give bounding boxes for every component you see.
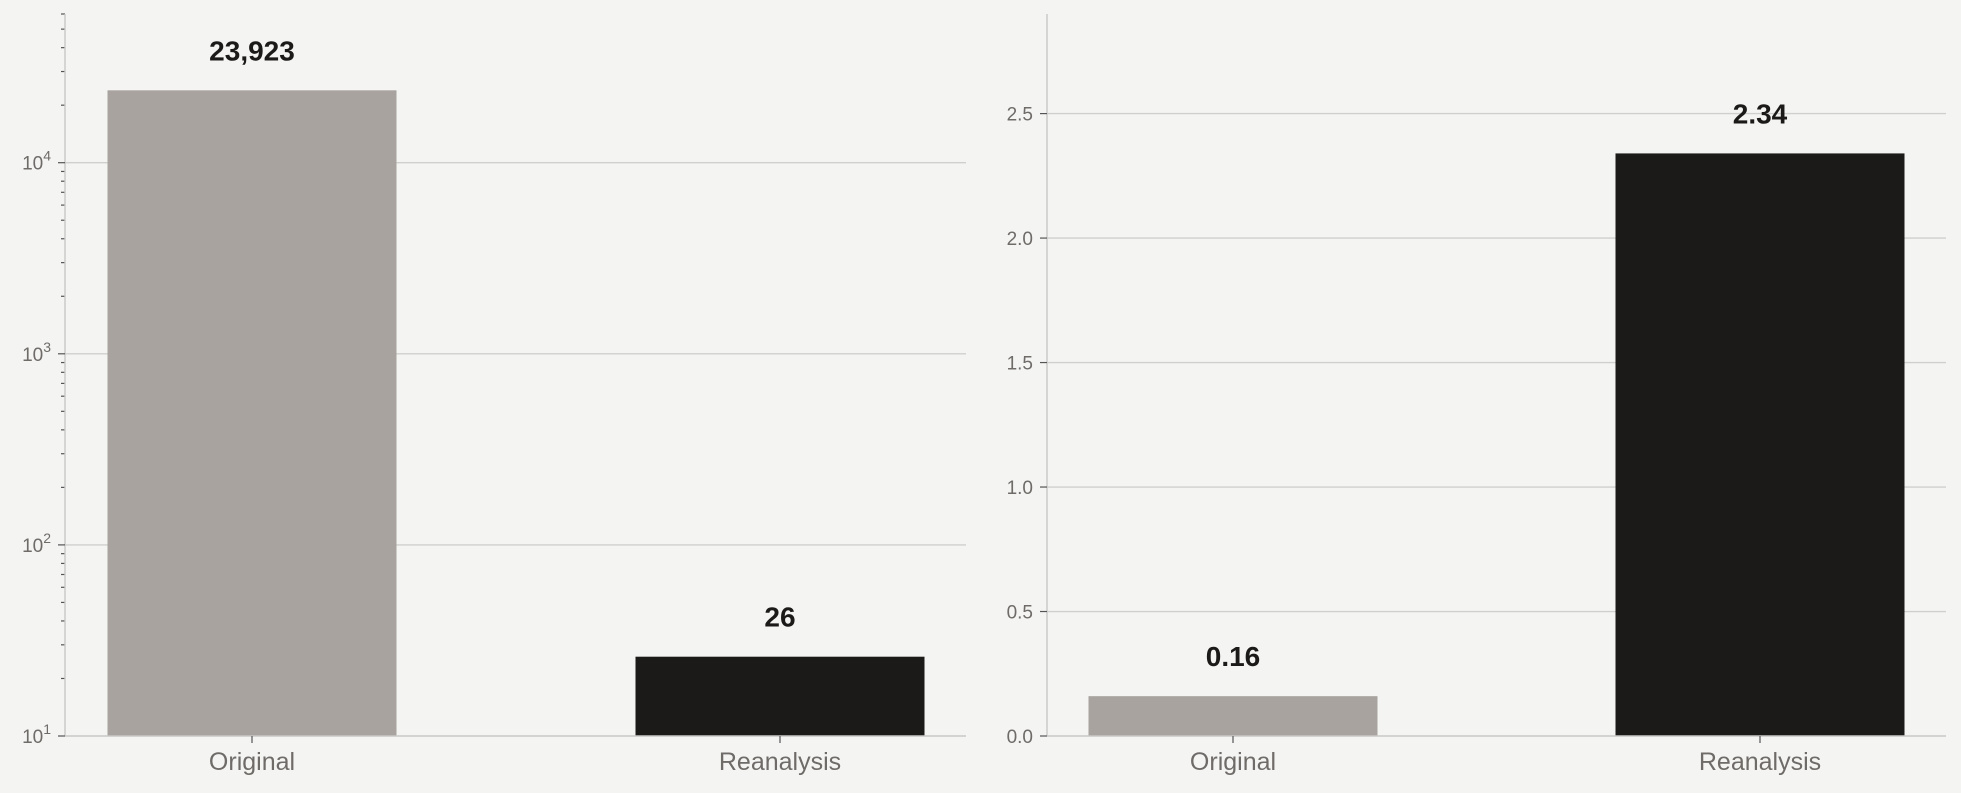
y-tick-base: 10 [22,727,43,748]
bar-original [107,90,397,736]
y-tick-label: 1.5 [1007,354,1033,375]
value-label: 0.16 [1206,641,1261,672]
value-label: 23,923 [209,35,295,66]
bar-reanalysis [635,656,925,736]
right-chart-panel: 0.16 2.34 0.0 0.5 1.0 1.5 2.0 2.5 Original Reanal… [1007,14,1946,776]
y-tick-base: 10 [22,536,43,557]
bar-reanalysis [1615,153,1905,737]
y-tick-label: 2.5 [1007,105,1033,126]
bar-original [1088,696,1378,736]
x-tick-label: Reanalysis [1699,748,1821,776]
y-tick-label: 103 [22,339,51,366]
y-tick-label: 1.0 [1007,478,1033,499]
y-tick-exponent: 3 [43,339,51,355]
value-label: 26 [764,602,795,633]
y-tick-exponent: 4 [43,148,51,164]
y-tick-base: 10 [22,154,43,175]
y-tick-label: 2.0 [1007,229,1033,250]
x-tick-label: Original [1190,748,1276,776]
y-tick-label: 104 [22,148,51,175]
value-label: 2.34 [1733,98,1788,129]
y-tick-label: 0.5 [1007,603,1033,624]
y-tick-exponent: 1 [43,721,51,737]
x-tick-label: Original [209,748,295,776]
y-tick-label: 101 [22,721,51,748]
y-tick-label: 0.0 [1007,727,1033,748]
x-tick-label: Reanalysis [719,748,841,776]
y-tick-base: 10 [22,345,43,366]
y-tick-exponent: 2 [43,530,51,546]
y-tick-label: 102 [22,530,51,557]
